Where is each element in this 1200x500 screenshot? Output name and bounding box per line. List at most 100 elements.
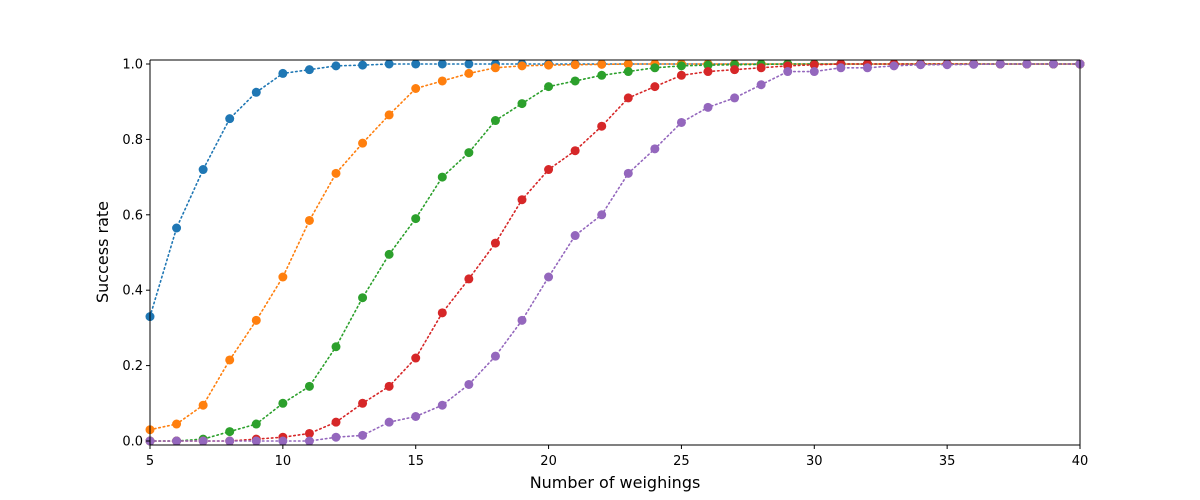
series-5-point	[597, 210, 607, 220]
y-axis-ticks: 0.0 0.2 0.4 0.6 0.8 1.0	[122, 58, 150, 450]
x-tick-label: 35	[939, 454, 956, 469]
series-5-point	[836, 63, 846, 73]
series-1-point	[411, 59, 421, 69]
series-3-point	[304, 381, 314, 391]
series-5-point	[1048, 59, 1058, 69]
series-5-point	[703, 102, 713, 112]
series-5-point	[490, 351, 500, 361]
series-5-point	[304, 436, 314, 446]
series-4-point	[464, 274, 474, 284]
series-5-point	[437, 400, 447, 410]
y-tick-label: 1.0	[122, 58, 143, 73]
series-3-point	[251, 419, 261, 429]
series-2-point	[437, 76, 447, 86]
series-3-point	[278, 398, 288, 408]
series-5-point	[862, 63, 872, 73]
series-2-point	[570, 60, 580, 70]
series-4-point	[544, 165, 554, 175]
series-3-point	[570, 76, 580, 86]
series-2-point	[544, 60, 554, 70]
y-axis-label: Success rate	[93, 201, 112, 303]
x-axis-label: Number of weighings	[530, 473, 701, 492]
series-4-point	[703, 67, 713, 77]
x-tick-label: 10	[275, 454, 292, 469]
series-5-point	[995, 59, 1005, 69]
series-1-point	[172, 223, 182, 233]
x-axis-ticks: 5 10 15 20 25 30 35 40	[146, 445, 1088, 469]
series-1-point	[304, 65, 314, 75]
series-2-point	[384, 110, 394, 120]
plot-background	[150, 60, 1080, 445]
series-layer	[145, 59, 1085, 446]
series-5-point	[172, 436, 182, 446]
series-2-point	[464, 68, 474, 78]
axes-frame	[149, 59, 1081, 446]
series-3-point	[464, 148, 474, 158]
series-4-point	[490, 238, 500, 248]
series-3-point	[544, 82, 554, 92]
series-5-point	[331, 432, 341, 442]
series-3-point	[490, 116, 500, 126]
series-2-point	[358, 138, 368, 148]
series-4-point	[570, 146, 580, 156]
series-5-point	[384, 417, 394, 427]
series-2-point	[597, 59, 607, 69]
series-4-point	[517, 195, 527, 205]
series-2-point	[251, 315, 261, 325]
series-5-point	[916, 60, 926, 70]
series-3-point	[437, 172, 447, 182]
x-tick-label: 15	[407, 454, 424, 469]
series-5-point	[411, 412, 421, 421]
series-5-point	[756, 80, 766, 90]
series-5-point	[650, 144, 660, 154]
series-4-point	[331, 417, 341, 427]
series-2-point	[623, 59, 633, 69]
series-2-point	[304, 215, 314, 225]
series-3-point	[623, 67, 633, 77]
series-2-point	[490, 63, 500, 73]
series-3-point	[331, 342, 341, 352]
series-5-point	[278, 436, 288, 446]
series-5-point	[464, 379, 474, 389]
series-4-point	[676, 70, 686, 80]
series-1-point	[225, 114, 235, 124]
series-3-point	[650, 63, 660, 73]
x-tick-label: 30	[806, 454, 823, 469]
series-4-point	[623, 93, 633, 103]
series-2-point	[198, 400, 208, 410]
series-5	[145, 59, 1085, 446]
series-1-point	[464, 59, 474, 69]
x-tick-label: 20	[540, 454, 557, 469]
series-5-point	[225, 436, 235, 446]
series-5-point	[1022, 59, 1032, 69]
series-5-point	[623, 168, 633, 178]
series-2-point	[278, 272, 288, 282]
series-5-point	[570, 231, 580, 241]
series-3-point	[517, 99, 527, 109]
series-5-point	[730, 93, 740, 103]
series-3-point	[358, 293, 368, 303]
series-5-point	[517, 315, 527, 325]
series-4-point	[756, 63, 766, 73]
series-5-point	[198, 436, 208, 446]
y-tick-label: 0.6	[122, 208, 143, 223]
series-3-point	[597, 70, 607, 80]
series-4-point	[597, 121, 607, 131]
series-2-point	[331, 168, 341, 178]
x-tick-label: 40	[1072, 454, 1089, 469]
series-1-point	[331, 61, 341, 71]
series-3-point	[411, 214, 421, 224]
series-5-point	[942, 60, 952, 70]
series-4-point	[730, 65, 740, 75]
series-3-point	[676, 61, 686, 71]
y-tick-label: 0.4	[122, 284, 143, 299]
series-4-point	[650, 82, 660, 92]
series-1-point	[278, 68, 288, 78]
series-1-point	[358, 60, 368, 70]
series-4-point	[437, 308, 447, 318]
series-1-point	[251, 87, 261, 97]
y-tick-label: 0.2	[122, 359, 143, 374]
series-2-point	[411, 84, 421, 93]
x-tick-label: 5	[146, 454, 154, 469]
